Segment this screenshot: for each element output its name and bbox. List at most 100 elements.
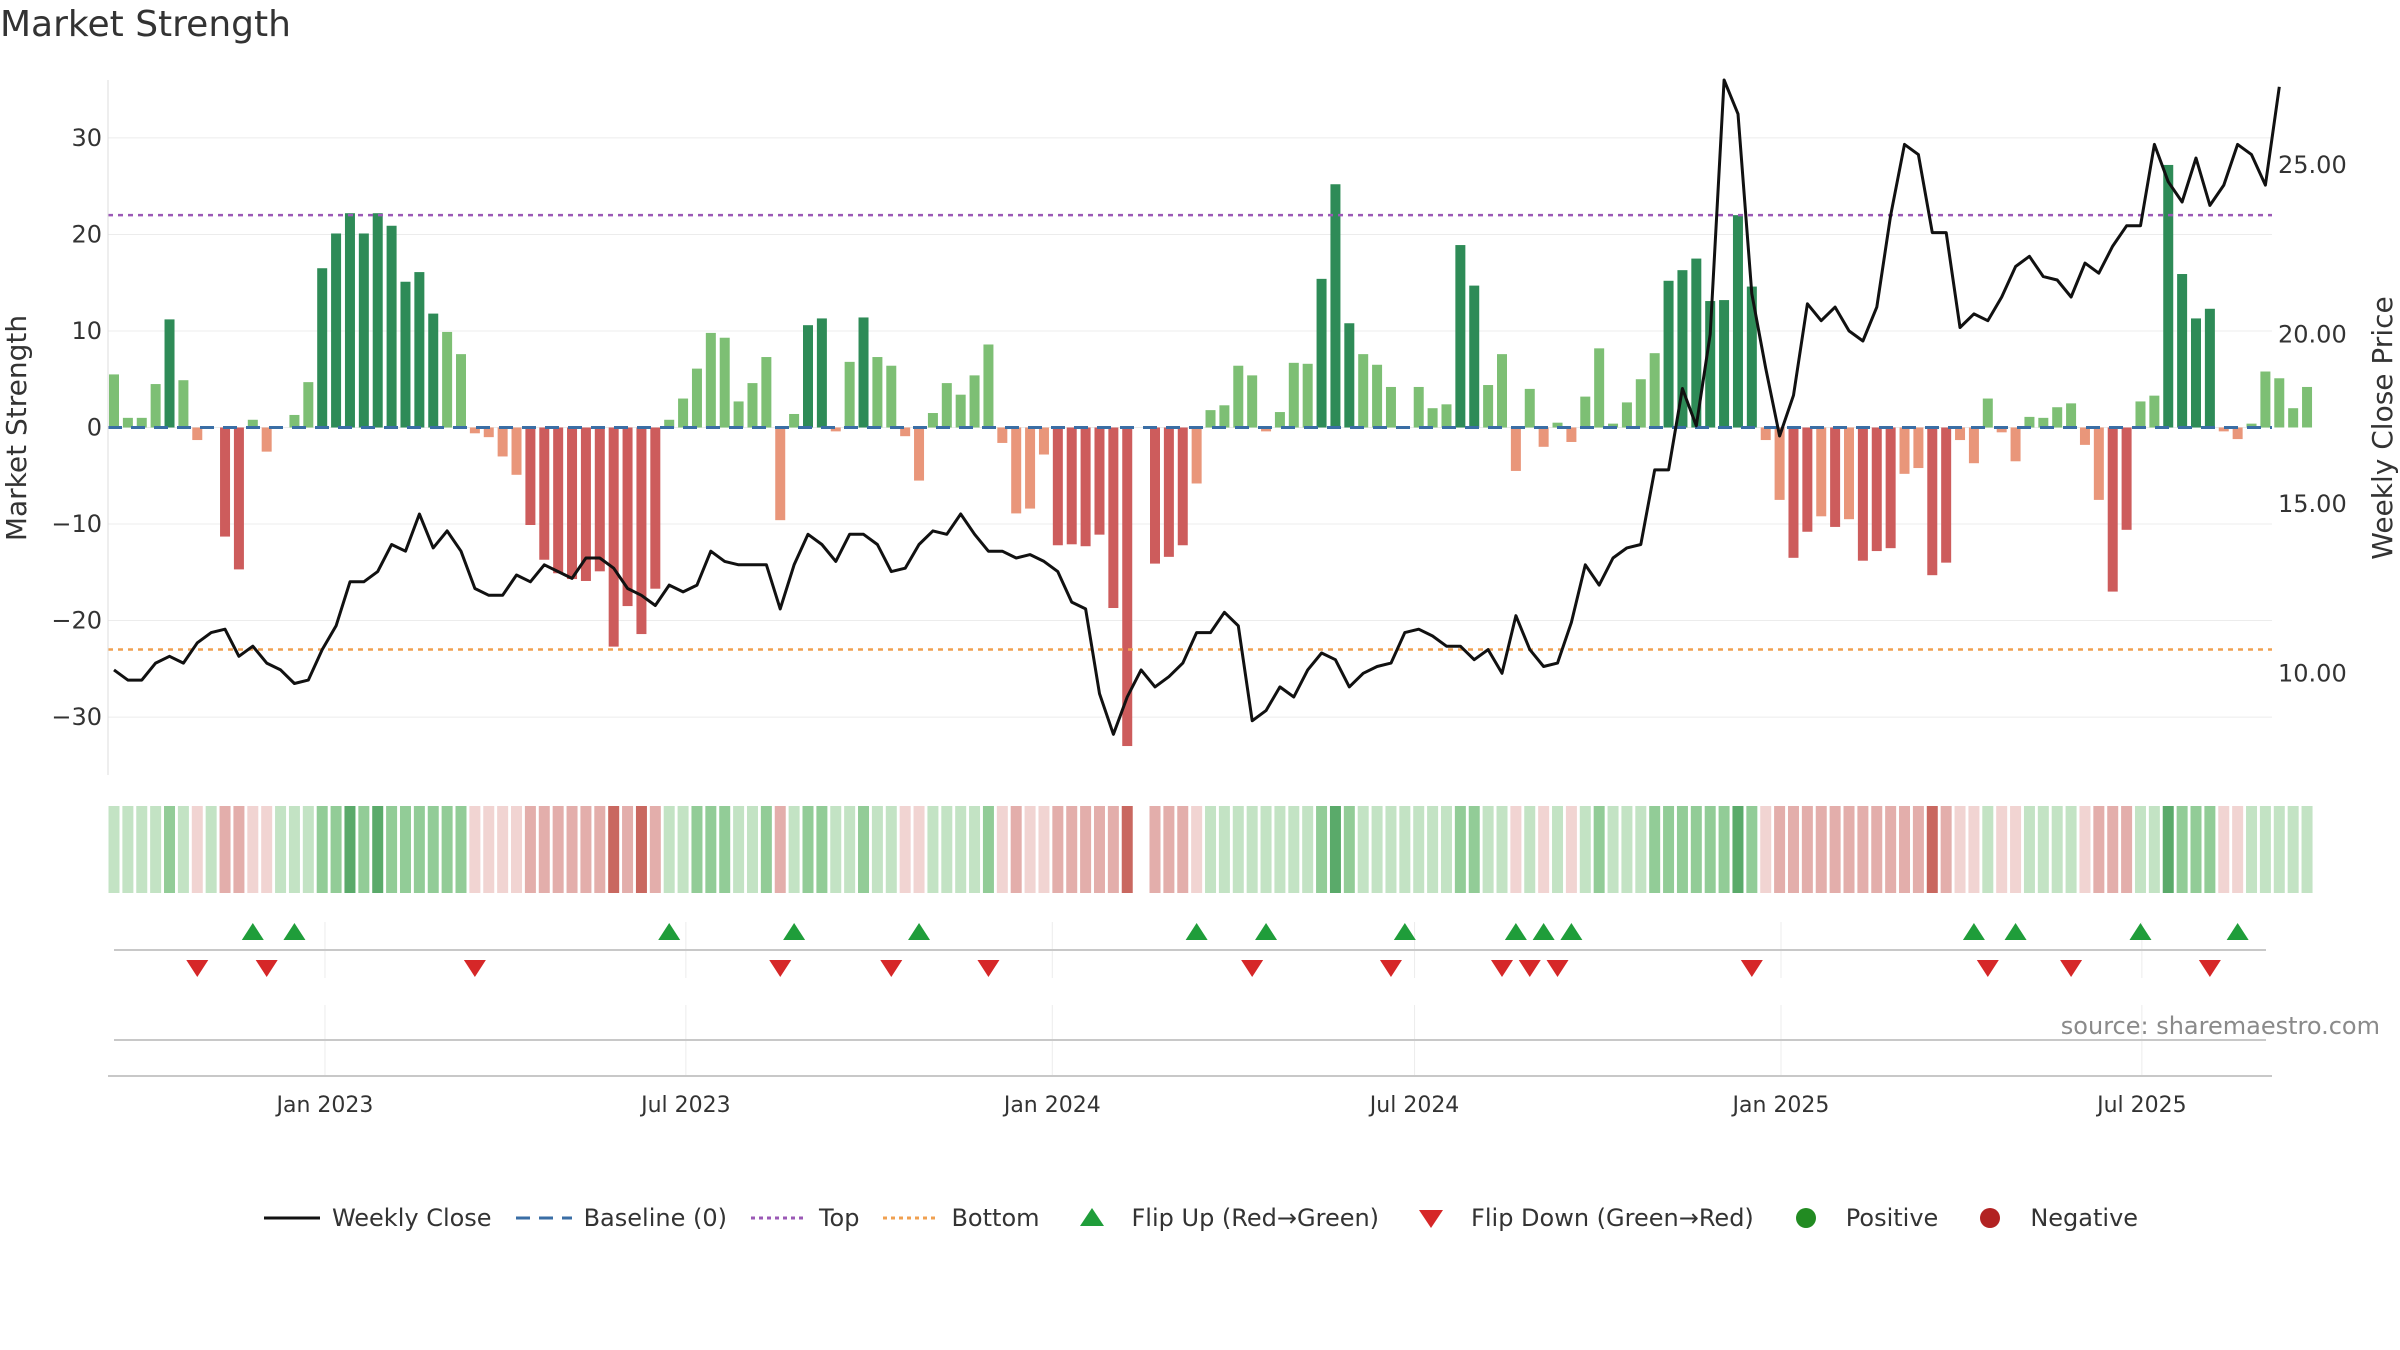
strength-bar [1885, 427, 1896, 549]
strip-cell [899, 806, 911, 893]
strip-cell [1579, 806, 1591, 893]
strength-bar [1538, 427, 1549, 447]
strength-bar [1677, 270, 1688, 428]
strength-bar [2163, 164, 2174, 428]
strip-cell [1663, 806, 1675, 893]
strength-bar [150, 384, 161, 428]
strip-cell [288, 806, 300, 893]
legend-weekly-close: Weekly Close [262, 1204, 492, 1232]
strip-cell [871, 806, 883, 893]
strength-bar [1108, 427, 1119, 609]
strength-bar [1580, 396, 1591, 428]
strip-cell [1787, 806, 1799, 893]
strength-bar [1552, 422, 1563, 428]
strength-bar [1205, 410, 1216, 428]
flip-down-marker [2198, 960, 2221, 977]
strength-bar [1913, 427, 1924, 469]
legend-top-label: Top [818, 1204, 860, 1232]
strip-cell [1968, 806, 1980, 893]
strength-bar [969, 375, 980, 428]
strength-bar [2260, 371, 2271, 428]
strength-bar [1483, 385, 1494, 428]
axes: 30 20 10 0 −10 −20 −30 25.00 20.00 15.00 10.00 Jan … [51, 80, 2347, 1118]
strength-bar [2204, 308, 2215, 428]
strip-cell [1912, 806, 1924, 893]
strength-bar [553, 427, 564, 574]
strength-bar [955, 394, 966, 428]
strip-cell [913, 806, 925, 893]
strip-cell [399, 806, 411, 893]
strength-bar [705, 332, 716, 428]
strength-bar [1302, 363, 1313, 428]
right-tick-label: 10.00 [2278, 659, 2347, 687]
strength-bar [192, 427, 203, 441]
strength-bar [1177, 427, 1188, 546]
flip-up-marker [1185, 923, 1208, 940]
right-tick-label: 20.00 [2278, 320, 2347, 348]
strength-bar [2010, 427, 2021, 462]
strength-bar [2121, 427, 2132, 530]
strength-bar [1385, 386, 1396, 428]
strip-cell [1010, 806, 1022, 893]
strength-bar [1635, 379, 1646, 428]
strip-cell [955, 806, 967, 893]
legend-flip-down-label: Flip Down (Green→Red) [1471, 1204, 1754, 1232]
x-tick-label: Jul 2025 [2095, 1093, 2187, 1118]
strip-cell [1385, 806, 1397, 893]
strip-cell [982, 806, 994, 893]
flip-up-marker [783, 923, 806, 940]
strip-cell [2190, 806, 2202, 893]
strength-bar [233, 427, 244, 570]
strip-cell [1218, 806, 1230, 893]
strip-cell [830, 806, 842, 893]
strength-bar [761, 357, 772, 428]
strength-bar [803, 325, 813, 428]
strength-bar [1469, 285, 1480, 428]
strength-bar [719, 337, 730, 428]
strip-cell [760, 806, 772, 893]
strip-cell [1232, 806, 1244, 893]
strip-cell [108, 806, 120, 893]
strip-cell [2232, 806, 2244, 893]
strip-cell [1538, 806, 1550, 893]
strip-cell [2273, 806, 2285, 893]
x-tick-label: Jul 2024 [1368, 1093, 1460, 1118]
strength-bar [872, 357, 883, 428]
strength-bar [1330, 184, 1341, 428]
legend-negative-label: Negative [2030, 1204, 2139, 1232]
strip-cell [344, 806, 356, 893]
strip-cell [816, 806, 828, 893]
strip-cell [858, 806, 870, 893]
legend-flip-up: Flip Up (Red→Green) [1062, 1204, 1379, 1232]
strip-cell [2287, 806, 2299, 893]
strip-cell [150, 806, 162, 893]
flip-down-marker [463, 960, 486, 977]
strip-cell [1621, 806, 1633, 893]
strip-cell [746, 806, 758, 893]
strip-cell [1565, 806, 1577, 893]
strength-bar [1358, 354, 1369, 428]
strength-bar [511, 427, 522, 475]
strength-bar [497, 427, 508, 457]
legend-positive-label: Positive [1845, 1204, 1939, 1232]
strength-bar [1455, 245, 1466, 428]
flip-up-marker [2004, 923, 2027, 940]
strip-cell [2148, 806, 2160, 893]
strength-bar [1163, 427, 1174, 557]
strength-bar [2288, 408, 2299, 428]
strength-bar [1052, 427, 1063, 546]
strip-cell [302, 806, 314, 893]
strip-cell [1052, 806, 1064, 893]
legend: Weekly Close Baseline (0) Top Bottom Fli… [0, 1204, 2400, 1232]
strength-bar [220, 427, 231, 537]
strength-bar [483, 427, 494, 438]
strip-cell [802, 806, 814, 893]
flip-down-marker [186, 960, 209, 977]
strip-cell [1649, 806, 1661, 893]
strip-cell [122, 806, 134, 893]
legend-top: Top [749, 1204, 860, 1232]
strip-cell [538, 806, 550, 893]
strip-cell [1857, 806, 1869, 893]
left-tick-label: −20 [51, 607, 102, 635]
